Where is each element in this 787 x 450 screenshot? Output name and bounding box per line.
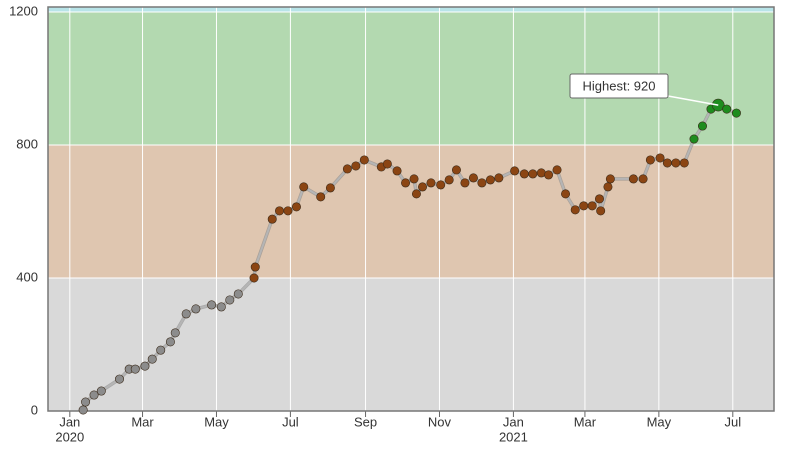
data-point <box>436 180 446 190</box>
data-point <box>342 164 352 174</box>
data-point <box>697 121 707 131</box>
data-point <box>351 161 361 171</box>
data-point <box>274 206 284 216</box>
data-point <box>411 189 421 199</box>
y-tick-label: 800 <box>16 136 38 151</box>
data-point <box>207 300 217 310</box>
data-point <box>156 345 166 355</box>
data-point <box>671 158 681 168</box>
x-tick-label: May <box>204 414 229 429</box>
data-point <box>225 295 235 305</box>
data-point <box>426 178 436 188</box>
data-point <box>299 182 309 192</box>
annotation-connector <box>667 95 719 106</box>
data-point <box>603 182 613 192</box>
data-point <box>485 175 495 185</box>
data-point <box>325 183 335 193</box>
data-point <box>140 361 150 371</box>
x-tick-label: May <box>647 414 672 429</box>
x-tick-label: Nov <box>428 414 452 429</box>
annotation-box <box>569 73 669 99</box>
data-point <box>249 273 259 283</box>
data-point <box>78 405 88 415</box>
data-point <box>460 178 470 188</box>
data-point <box>605 174 615 184</box>
data-point <box>645 155 655 165</box>
data-point <box>596 206 606 216</box>
data-point <box>96 386 106 396</box>
data-point <box>165 337 175 347</box>
data-point <box>401 178 411 188</box>
y-tick-label: 400 <box>16 269 38 284</box>
data-point <box>147 354 157 364</box>
data-point <box>587 201 597 211</box>
data-point <box>519 169 529 179</box>
band <box>48 7 774 12</box>
data-point <box>552 165 562 175</box>
annotation-text: Highest: 920 <box>583 78 656 93</box>
data-point <box>283 206 293 216</box>
x-tick-label: Jul <box>724 414 741 429</box>
y-tick-label: 0 <box>31 402 38 417</box>
data-point <box>638 174 648 184</box>
data-point <box>477 178 487 188</box>
x-year-label: 2020 <box>55 429 84 444</box>
data-point <box>181 309 191 319</box>
x-tick-label: Jan <box>503 414 524 429</box>
data-point <box>267 214 277 224</box>
data-point <box>409 174 419 184</box>
data-point <box>662 158 672 168</box>
x-tick-label: Mar <box>574 414 597 429</box>
data-point <box>722 104 732 114</box>
x-tick-label: Mar <box>131 414 154 429</box>
data-point <box>250 262 260 272</box>
data-point <box>191 304 201 314</box>
data-point <box>468 173 478 183</box>
data-point <box>570 205 580 215</box>
data-point <box>544 170 554 180</box>
data-point <box>731 108 741 118</box>
band <box>48 277 774 411</box>
data-point <box>359 155 369 165</box>
x-tick-label: Sep <box>354 414 377 429</box>
data-point <box>233 289 243 299</box>
data-point <box>316 192 326 202</box>
data-point <box>594 194 604 204</box>
data-point <box>216 302 226 312</box>
y-tick-label: 1200 <box>9 3 38 18</box>
plot-frame <box>47 6 775 412</box>
data-point <box>382 159 392 169</box>
data-point <box>679 158 689 168</box>
data-point <box>444 175 454 185</box>
data-point <box>418 182 428 192</box>
data-point <box>392 166 402 176</box>
data-point <box>689 134 699 144</box>
data-point <box>561 189 571 199</box>
band <box>48 144 774 278</box>
data-point <box>510 166 520 176</box>
data-point <box>628 174 638 184</box>
data-point <box>170 328 180 338</box>
data-point <box>89 390 99 400</box>
data-point <box>579 201 589 211</box>
x-tick-label: Jan <box>59 414 80 429</box>
data-point <box>451 165 461 175</box>
x-tick-label: Jul <box>282 414 299 429</box>
data-point <box>291 202 301 212</box>
data-point <box>494 173 504 183</box>
data-point <box>81 397 91 407</box>
data-point <box>528 169 538 179</box>
data-point <box>130 364 140 374</box>
data-point <box>655 153 665 163</box>
x-year-label: 2021 <box>499 429 528 444</box>
data-point <box>115 374 125 384</box>
